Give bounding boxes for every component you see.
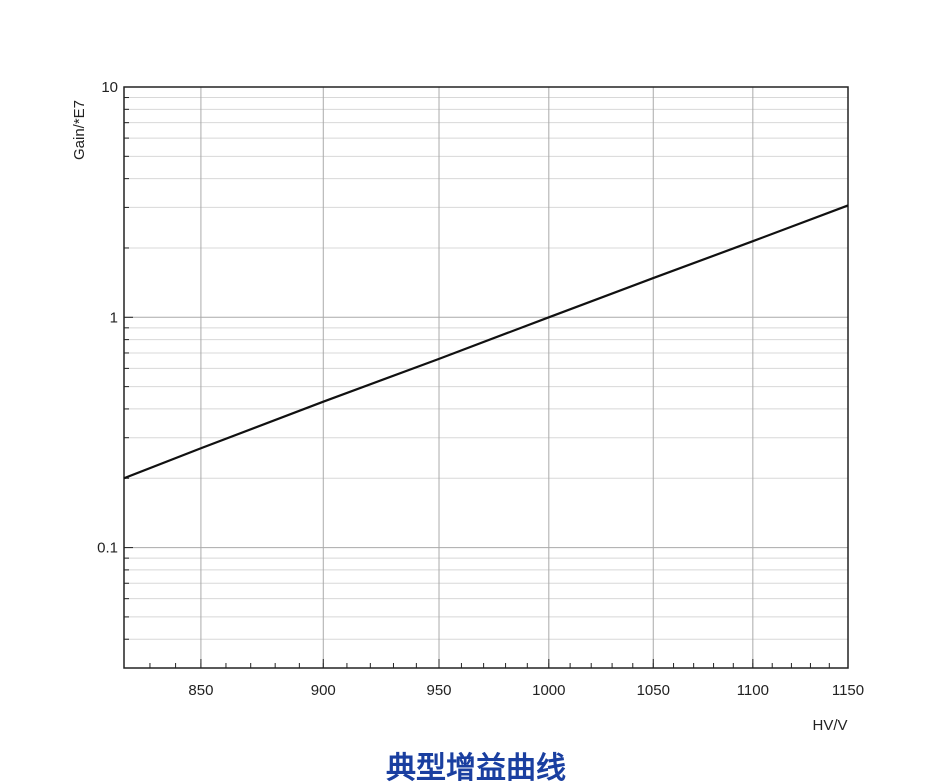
chart-title: 典型增益曲线 [386,752,566,784]
x-axis-label: HV/V [812,717,847,734]
y-tick-label: 10 [101,79,118,96]
x-tick-label: 1100 [737,682,769,699]
y-tick-label: 0.1 [97,540,118,557]
x-tick-label: 900 [311,682,336,699]
x-tick-label: 950 [426,682,451,699]
line-series [123,204,849,480]
x-tick-label: 1150 [832,682,864,699]
x-tick-label: 1050 [637,682,670,699]
plot-frame [123,86,849,669]
x-tick-label: 850 [188,682,213,699]
y-tick-label: 1 [110,309,118,326]
y-axis-label: Gain/*E7 [71,100,88,160]
x-tick-label: 1000 [532,682,565,699]
